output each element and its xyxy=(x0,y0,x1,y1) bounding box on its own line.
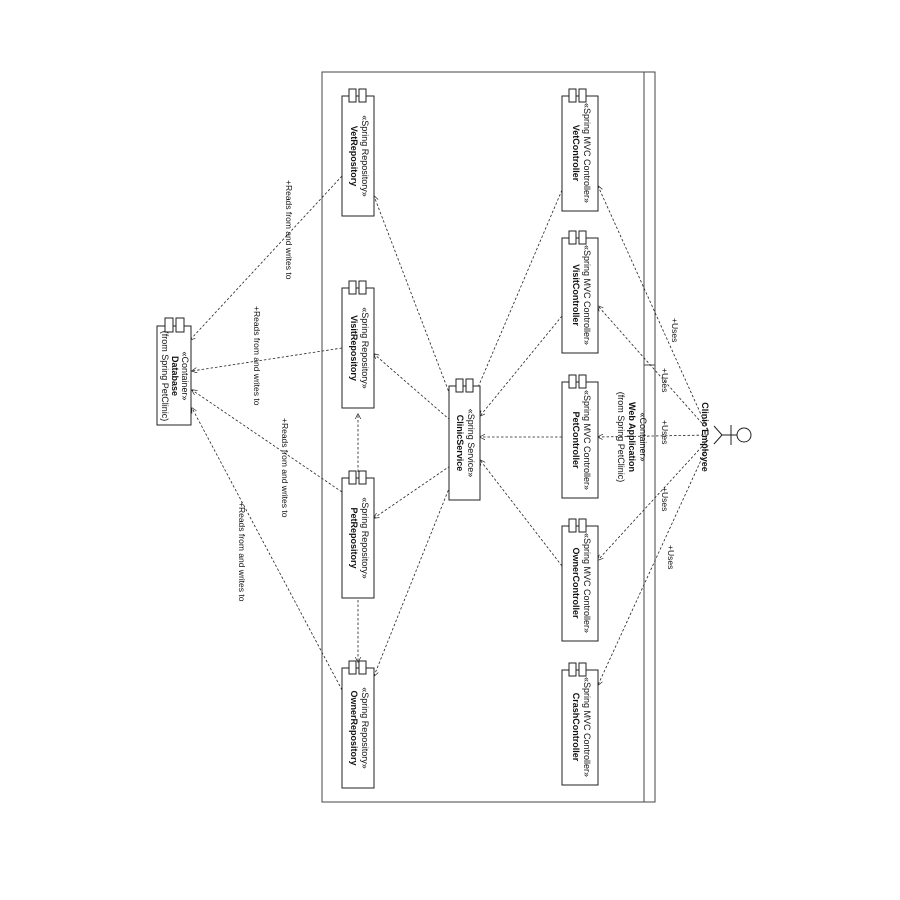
visit-controller-stereotype: «Spring MVC Controller» xyxy=(582,245,592,345)
uses-label-2: +Uses xyxy=(660,368,670,392)
container-origin: (from Spring PetClinic) xyxy=(616,392,626,483)
pet-controller-stereotype: «Spring MVC Controller» xyxy=(582,390,592,490)
database-origin: (from Spring PetClinic) xyxy=(160,331,170,422)
edge-service-petrepo xyxy=(374,465,451,518)
database-component: «Container» Database (from Spring PetCli… xyxy=(156,317,192,426)
service-stereotype: «Spring Service» xyxy=(466,409,476,478)
owner-repository-stereotype: «Spring Repository» xyxy=(360,687,370,769)
edge-actor-visit xyxy=(598,306,709,431)
controller-visit: «Spring MVC Controller» VisitController xyxy=(561,230,599,354)
reads-writes-label-1: +Reads from and writes to xyxy=(284,180,294,280)
repository-visit: «Spring Repository» VisitRepository xyxy=(341,280,375,409)
clinic-service-component: «Spring Service» ClinicService xyxy=(448,378,481,501)
edge-owner-service xyxy=(480,460,563,567)
crash-controller-stereotype: «Spring MVC Controller» xyxy=(582,677,592,777)
edge-vet-service xyxy=(476,189,563,392)
edge-service-vetrepo xyxy=(374,196,451,396)
owner-repository-name: OwnerRepository xyxy=(349,690,359,765)
uses-label-3: +Uses xyxy=(660,420,670,444)
uses-label-4: +Uses xyxy=(660,487,670,511)
vet-repository-name: VetRepository xyxy=(349,126,359,187)
crash-controller-name: CrashController xyxy=(571,693,581,762)
controller-crash: «Spring MVC Controller» CrashController xyxy=(561,662,599,786)
uses-label-5: +Uses xyxy=(666,545,676,569)
edge-visit-service xyxy=(480,315,563,416)
service-name: ClinicService xyxy=(455,415,465,472)
repository-pet: «Spring Repository» PetRepository xyxy=(341,470,375,599)
visit-repository-stereotype: «Spring Repository» xyxy=(360,307,370,389)
edge-actor-crash xyxy=(598,444,709,685)
edge-visitrepo-db xyxy=(192,347,343,371)
clinic-employee-actor: Clinic Employee xyxy=(700,402,752,472)
edge-actor-vet xyxy=(598,186,709,431)
container-stereotype: «Container» xyxy=(638,412,648,461)
controller-pet: «Spring MVC Controller» PetController xyxy=(561,374,599,499)
edge-service-visitrepo xyxy=(374,354,451,421)
edge-service-ownerrepo xyxy=(374,485,451,676)
visit-repository-name: VisitRepository xyxy=(349,315,359,381)
controller-owner: «Spring MVC Controller» OwnerController xyxy=(561,518,599,642)
visit-controller-name: VisitController xyxy=(571,264,581,326)
edge-labels: +Uses +Uses +Uses +Uses +Uses +Reads fro… xyxy=(237,180,680,602)
web-application-container: «Container» Web Application (from Spring… xyxy=(321,71,656,803)
reads-writes-label-4: +Reads from and writes to xyxy=(237,502,247,602)
pet-repository-name: PetRepository xyxy=(349,507,359,568)
edge-actor-pet xyxy=(598,435,709,437)
edges xyxy=(190,175,709,691)
database-name: Database xyxy=(170,356,180,396)
edge-ownerrepo-db xyxy=(192,408,343,691)
vet-repository-stereotype: «Spring Repository» xyxy=(360,115,370,197)
controller-vet: «Spring MVC Controller» VetController xyxy=(561,88,599,212)
container-name: Web Application xyxy=(627,402,637,472)
reads-writes-label-3: +Reads from and writes to xyxy=(280,418,290,518)
database-stereotype: «Container» xyxy=(180,351,190,400)
vet-controller-name: VetController xyxy=(571,125,581,182)
person-icon xyxy=(713,425,752,445)
pet-repository-stereotype: «Spring Repository» xyxy=(360,497,370,579)
edge-actor-owner xyxy=(598,439,709,560)
edge-petrepo-db xyxy=(192,390,343,493)
pet-controller-name: PetController xyxy=(571,411,581,469)
owner-controller-name: OwnerController xyxy=(571,547,581,619)
vet-controller-stereotype: «Spring MVC Controller» xyxy=(582,103,592,203)
uses-label-1: +Uses xyxy=(670,318,680,342)
repository-owner: «Spring Repository» OwnerRepository xyxy=(341,660,375,789)
repository-vet: «Spring Repository» VetRepository xyxy=(341,88,375,217)
actor-name: Clinic Employee xyxy=(700,402,710,472)
owner-controller-stereotype: «Spring MVC Controller» xyxy=(582,533,592,633)
reads-writes-label-2: +Reads from and writes to xyxy=(252,306,262,406)
edge-vetrepo-db xyxy=(190,175,343,340)
